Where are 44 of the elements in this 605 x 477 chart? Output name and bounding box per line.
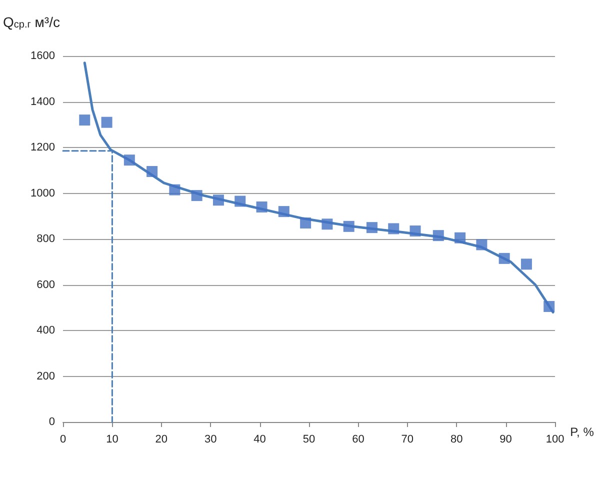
x-tick-label: 20	[155, 434, 168, 446]
point	[124, 154, 135, 166]
point	[212, 194, 224, 206]
y-tick-label: 600	[36, 278, 55, 291]
point	[278, 206, 290, 218]
point	[498, 252, 510, 264]
point	[454, 232, 466, 244]
x-tick-label: 0	[60, 434, 66, 446]
point	[191, 190, 202, 202]
y-tick-label: 1400	[30, 96, 55, 108]
point	[544, 300, 555, 312]
x-tick-label: 70	[401, 434, 414, 446]
x-tick-label: 90	[500, 434, 512, 446]
point	[410, 225, 421, 236]
x-tick-label: 80	[450, 434, 463, 446]
point	[256, 201, 268, 212]
point	[388, 223, 400, 234]
point	[366, 222, 378, 234]
point	[476, 239, 488, 250]
x-tick-label: 40	[254, 434, 266, 446]
point	[300, 217, 312, 228]
point	[432, 230, 444, 242]
point	[146, 166, 158, 178]
y-axis-title: Qср.г м³/с	[3, 14, 60, 30]
x-tick-label: 60	[352, 434, 364, 446]
point	[234, 196, 246, 207]
y-tick-label: 1600	[30, 50, 55, 62]
y-tick-label: 400	[36, 324, 55, 336]
x-tick-label: 10	[106, 434, 118, 446]
x-tick-label: 30	[204, 434, 217, 446]
point	[101, 116, 112, 128]
point	[322, 218, 333, 230]
point	[169, 184, 180, 196]
point	[520, 258, 532, 270]
y-tick-label: 200	[36, 370, 55, 382]
point	[79, 114, 90, 126]
point	[343, 220, 354, 232]
x-tick-label: 100	[546, 434, 564, 446]
x-tick-label: 50	[302, 434, 316, 446]
y-tick-label: 1000	[30, 187, 55, 200]
y-tick-label: 0	[48, 416, 55, 428]
y-tick-label: 1200	[30, 142, 55, 154]
y-tick-label: 800	[36, 233, 55, 245]
x-axis-title: P, %	[570, 425, 594, 439]
